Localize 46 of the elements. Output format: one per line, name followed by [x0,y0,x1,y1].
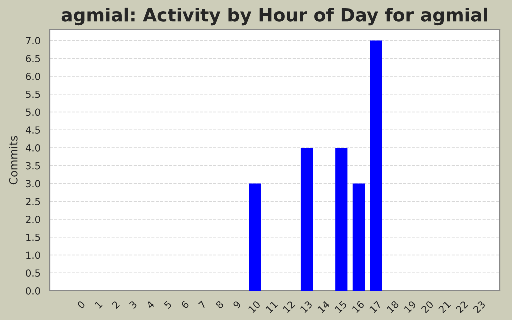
y-axis-title: Commits [9,136,18,185]
x-tick-label: 19 [404,300,417,314]
y-tick-label: 1.0 [26,252,40,260]
bar [336,148,348,291]
x-tick-label: 15 [334,300,348,314]
x-tick-label: 22 [456,300,468,314]
x-tick-label: 23 [473,300,486,314]
x-tick-label: 6 [180,300,190,310]
x-tick-label: 17 [370,300,382,314]
chart-title: agmial: Activity by Hour of Day for agmial [62,8,488,26]
x-tick-label: 3 [129,300,138,310]
x-tick-label: 5 [164,300,172,310]
y-tick-label: 0.5 [26,270,40,277]
bar [352,184,365,291]
x-tick-label: 7 [198,300,207,310]
x-tick-label: 10 [248,300,262,314]
x-tick-label: 11 [266,300,278,314]
x-tick-label: 21 [438,300,452,314]
y-tick-label: 6.0 [26,72,40,80]
x-tick-label: 13 [300,300,313,314]
y-tick-label: 2.5 [26,198,40,206]
x-tick-label: 18 [386,300,400,314]
x-tick-label: 0 [77,300,86,310]
y-tick-label: 4.5 [26,126,40,134]
y-tick-label: 7.0 [26,37,40,45]
x-tick-label: 1 [94,300,103,309]
y-tick-label: 5.5 [26,90,40,98]
y-tick-label: 3.0 [26,180,40,188]
bar [300,148,314,291]
x-tick-label: 8 [216,300,224,310]
x-tick-label: 20 [421,300,434,314]
bar [370,40,382,291]
x-tick-label: 12 [282,300,296,314]
x-tick-label: 2 [112,300,120,310]
y-tick-label: 5.0 [26,108,40,116]
y-tick-label: 0.0 [26,287,40,295]
y-tick-label: 4.0 [26,144,40,152]
x-tick-label: 9 [232,300,242,310]
y-tick-label: 1.5 [26,234,40,242]
y-tick-label: 3.5 [26,162,40,170]
x-tick-label: 4 [146,300,155,310]
y-tick-label: 2.0 [26,216,40,224]
bar [249,184,262,291]
x-tick-label: 16 [352,300,365,314]
y-tick-label: 6.5 [26,55,40,62]
x-tick-label: 14 [318,300,330,314]
